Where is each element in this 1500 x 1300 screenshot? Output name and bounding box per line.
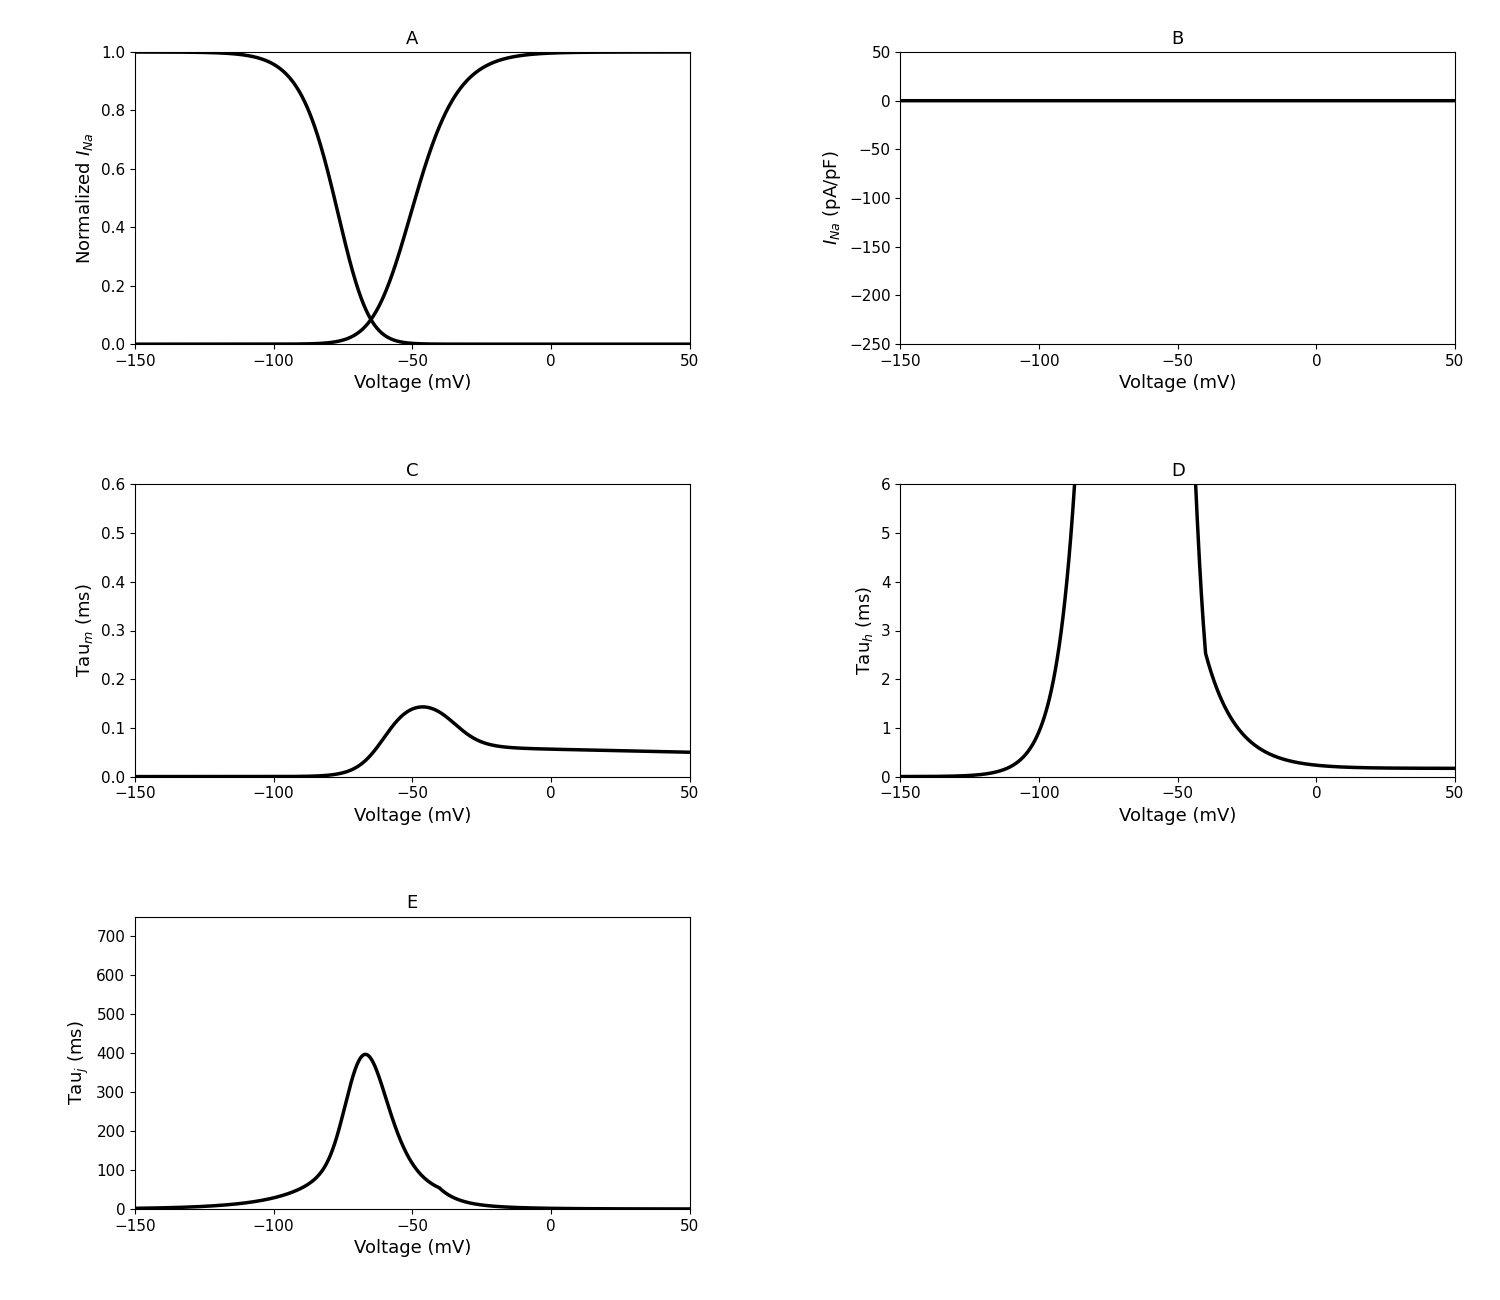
Title: E: E [406, 894, 418, 913]
Y-axis label: Normalized $I_{Na}$: Normalized $I_{Na}$ [75, 133, 96, 264]
Title: D: D [1172, 462, 1185, 480]
X-axis label: Voltage (mV): Voltage (mV) [354, 807, 471, 826]
Y-axis label: $\mathrm{Tau}_m$ (ms): $\mathrm{Tau}_m$ (ms) [75, 584, 96, 677]
Y-axis label: $I_{Na}$ (pA/pF): $I_{Na}$ (pA/pF) [822, 151, 843, 246]
X-axis label: Voltage (mV): Voltage (mV) [1119, 807, 1236, 826]
X-axis label: Voltage (mV): Voltage (mV) [354, 1239, 471, 1257]
Title: A: A [406, 30, 418, 48]
Title: C: C [406, 462, 418, 480]
X-axis label: Voltage (mV): Voltage (mV) [354, 374, 471, 393]
Title: B: B [1172, 30, 1184, 48]
Y-axis label: $\mathrm{Tau}_h$ (ms): $\mathrm{Tau}_h$ (ms) [855, 586, 876, 675]
Y-axis label: $\mathrm{Tau}_j$ (ms): $\mathrm{Tau}_j$ (ms) [66, 1020, 90, 1105]
X-axis label: Voltage (mV): Voltage (mV) [1119, 374, 1236, 393]
